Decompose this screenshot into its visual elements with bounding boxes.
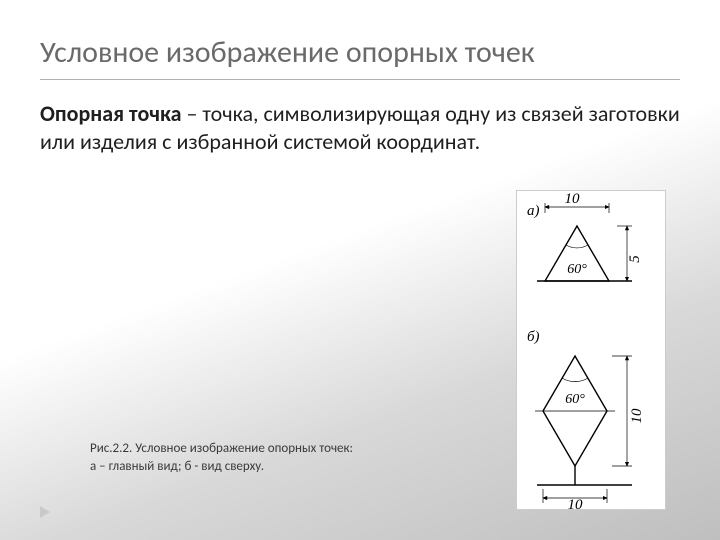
- dim-a-height: 5: [627, 255, 643, 263]
- dim-a-width: 10: [565, 191, 581, 207]
- caption-line2: а – главный вид; б - вид сверху.: [90, 458, 353, 476]
- angle-b: 60°: [565, 392, 585, 407]
- figure-caption: Рис.2.2. Условное изображение опорных то…: [90, 440, 353, 475]
- body-paragraph: Опорная точка – точка, символизирующая о…: [40, 100, 680, 155]
- slide-marker-icon: [40, 506, 50, 518]
- technical-figure: а) 10 60° 5 б) 60° 10: [516, 190, 666, 510]
- figure-svg: а) 10 60° 5 б) 60° 10: [517, 191, 667, 511]
- view-a-label: а): [527, 203, 540, 219]
- title-divider: [40, 79, 680, 80]
- dim-b-height: 10: [629, 408, 645, 424]
- term-bold: Опорная точка: [40, 100, 181, 127]
- view-b-label: б): [527, 329, 540, 345]
- angle-a: 60°: [567, 262, 587, 277]
- dim-b-width: 10: [568, 497, 584, 511]
- slide-content: Условное изображение опорных точек Опорн…: [0, 0, 720, 189]
- caption-line1: Рис.2.2. Условное изображение опорных то…: [90, 440, 353, 458]
- slide-title: Условное изображение опорных точек: [40, 34, 680, 71]
